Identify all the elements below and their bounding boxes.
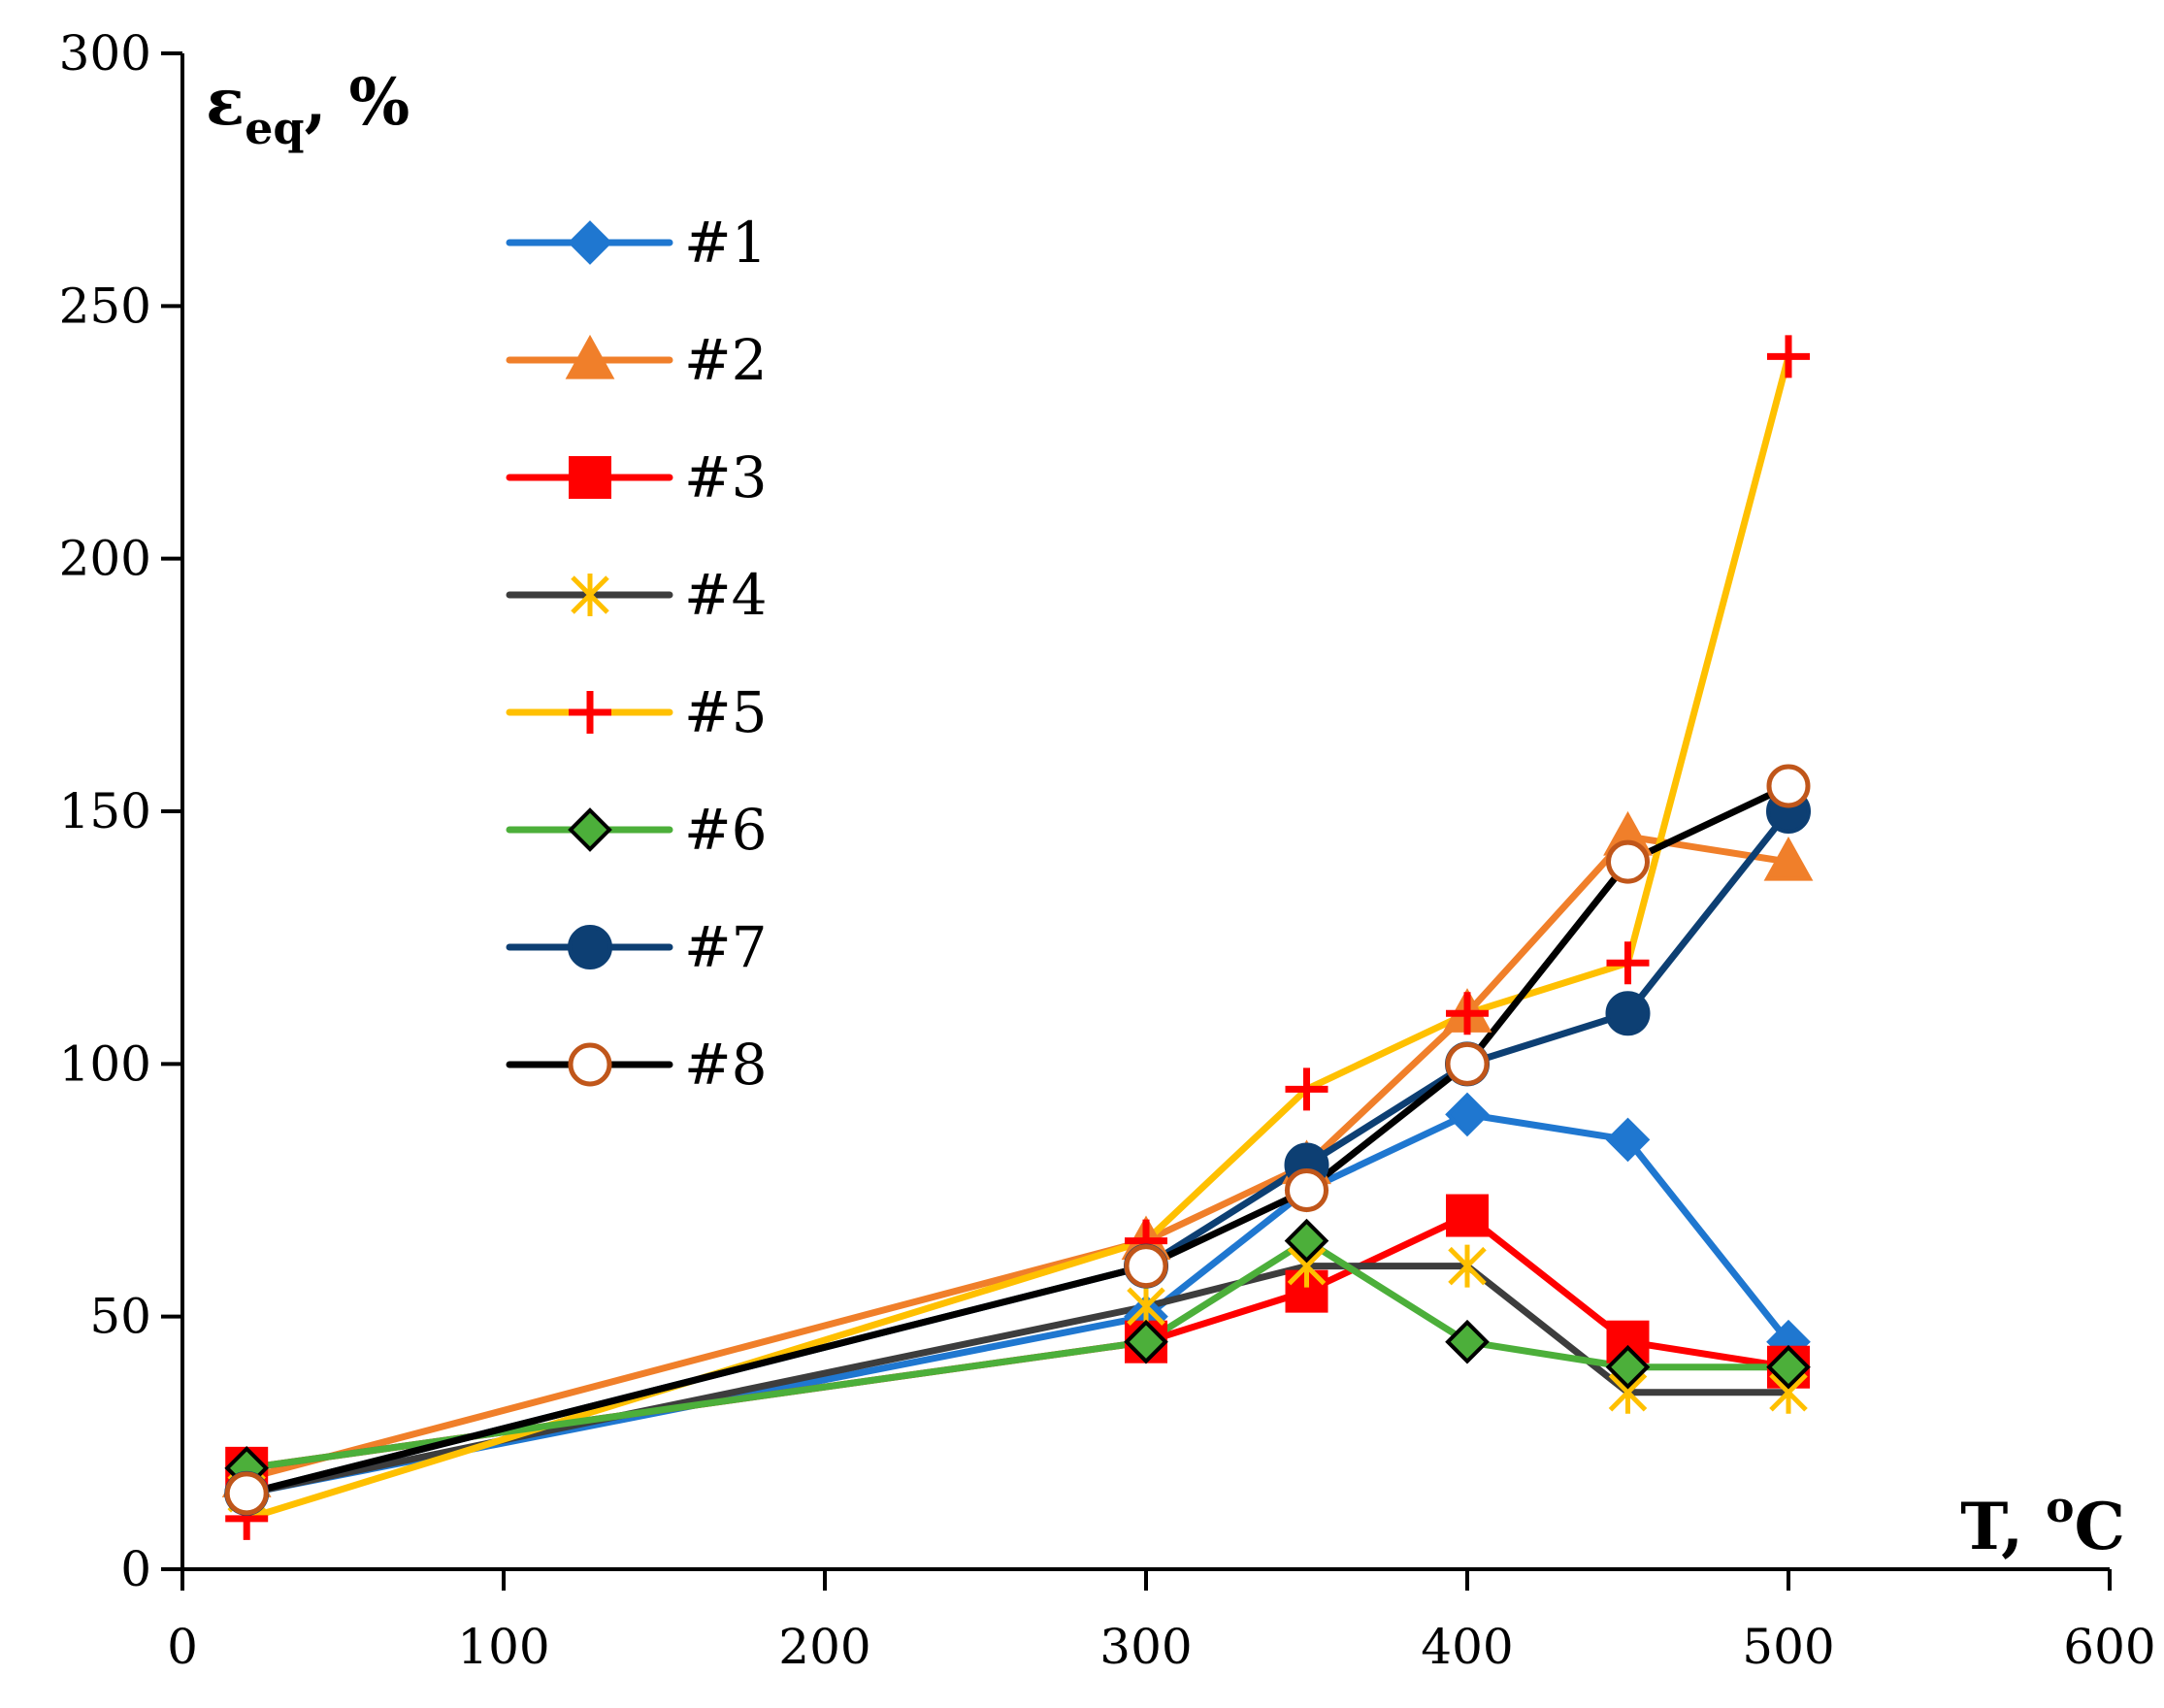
x-tick-label: 500 [1742, 1619, 1834, 1675]
legend-label: #3 [684, 444, 768, 510]
series-8-point [1285, 1168, 1328, 1212]
series-line-1 [243, 1110, 1792, 1497]
y-tick-label: 300 [59, 25, 151, 82]
marker-shape [1445, 1319, 1490, 1364]
legend-swatch-marker [568, 1042, 612, 1087]
legend-swatch-marker [568, 807, 612, 852]
y-tick-label: 0 [120, 1541, 151, 1597]
legend-swatch-marker [565, 334, 615, 379]
legend-entry-8: #8 [506, 1032, 768, 1098]
marker-shape [568, 925, 612, 969]
series-line-6 [243, 1237, 1792, 1472]
marker-shape [1766, 764, 1811, 808]
y-tick-label: 200 [59, 531, 151, 587]
marker-shape [1763, 836, 1814, 881]
series-line-2 [243, 833, 1792, 1482]
x-tick-label: 400 [1421, 1619, 1513, 1675]
series-6-point [1445, 1319, 1490, 1364]
legend-entry-1: #1 [506, 210, 768, 276]
y-tick-label: 250 [59, 278, 151, 334]
marker-shape [1605, 991, 1651, 1036]
legend-label: #5 [684, 679, 768, 745]
series-8-point [1124, 1244, 1168, 1289]
series-markers [221, 335, 1814, 1540]
series-line-8 [243, 782, 1792, 1497]
series-lines [243, 352, 1792, 1523]
series-6-point [1766, 1344, 1811, 1390]
series-5-point [1767, 335, 1810, 378]
marker-shape [568, 220, 612, 265]
marker-shape [1124, 1244, 1168, 1289]
legend-entry-4: #4 [506, 562, 768, 628]
series-line-4 [243, 1263, 1792, 1497]
legend-label: #4 [684, 562, 768, 628]
y-tick-label: 100 [59, 1035, 151, 1092]
series-6-point [1605, 1344, 1651, 1390]
legend-swatch-marker [569, 456, 611, 499]
series-6-point [1124, 1319, 1168, 1364]
y-tick-label: 150 [59, 783, 151, 839]
x-tick-label: 300 [1099, 1619, 1192, 1675]
marker-shape [568, 807, 612, 852]
axes: 0 50 100 150 200 250 300 0 100 200 300 400 500 600 [59, 25, 2156, 1675]
legend-swatch-marker [569, 691, 611, 734]
legend-entry-7: #7 [506, 914, 768, 980]
series-8-point [1445, 1041, 1490, 1086]
series-8-point [1606, 839, 1650, 884]
series-7-point [1605, 991, 1651, 1036]
marker-shape [1605, 1344, 1651, 1390]
legend-label: #8 [684, 1032, 768, 1098]
x-tick-label: 200 [778, 1619, 870, 1675]
marker-shape [568, 1042, 612, 1087]
marker-shape [1605, 1117, 1651, 1163]
marker-shape [1446, 1194, 1489, 1237]
legend: #1 #2 #3 #4 #5 #6 #7 #8 [506, 210, 768, 1098]
y-tick-label: 50 [89, 1289, 151, 1345]
y-axis-title: εeq, % [206, 64, 410, 154]
series-5-point [1446, 992, 1489, 1035]
legend-swatch-marker [568, 220, 612, 265]
marker-shape [224, 1471, 269, 1516]
series-5-point [1285, 1068, 1328, 1111]
series-1-point [1445, 1092, 1490, 1137]
marker-shape [1606, 839, 1650, 884]
legend-entry-2: #2 [506, 327, 768, 393]
series-4-point [1448, 1244, 1487, 1288]
legend-label: #6 [684, 797, 768, 863]
legend-label: #1 [684, 210, 768, 276]
marker-shape [569, 456, 611, 499]
marker-shape [1124, 1319, 1168, 1364]
marker-shape [1445, 1041, 1490, 1086]
legend-label: #7 [684, 914, 768, 980]
legend-entry-6: #6 [506, 797, 768, 863]
x-axis-title: T, oC [1960, 1483, 2125, 1564]
series-6-point [1284, 1218, 1329, 1264]
series-3-point [1446, 1194, 1489, 1237]
marker-shape [565, 334, 615, 379]
legend-label: #2 [684, 327, 768, 393]
x-tick-label: 100 [457, 1619, 549, 1675]
legend-entry-5: #5 [506, 679, 768, 745]
x-tick-label: 600 [2063, 1619, 2155, 1675]
series-8-point [224, 1471, 269, 1516]
series-8-point [1766, 764, 1811, 808]
legend-swatch-marker [568, 925, 612, 969]
series-5-point [1606, 941, 1650, 985]
marker-shape [1766, 1344, 1811, 1390]
marker-shape [1445, 1092, 1490, 1137]
marker-shape [1285, 1168, 1328, 1212]
legend-entry-3: #3 [506, 444, 768, 510]
x-tick-label: 0 [167, 1619, 198, 1675]
marker-shape [1284, 1218, 1329, 1264]
series-line-5 [243, 352, 1792, 1523]
legend-swatch-marker [571, 574, 609, 616]
series-1-point [1605, 1117, 1651, 1163]
series-2-point [1763, 836, 1814, 881]
